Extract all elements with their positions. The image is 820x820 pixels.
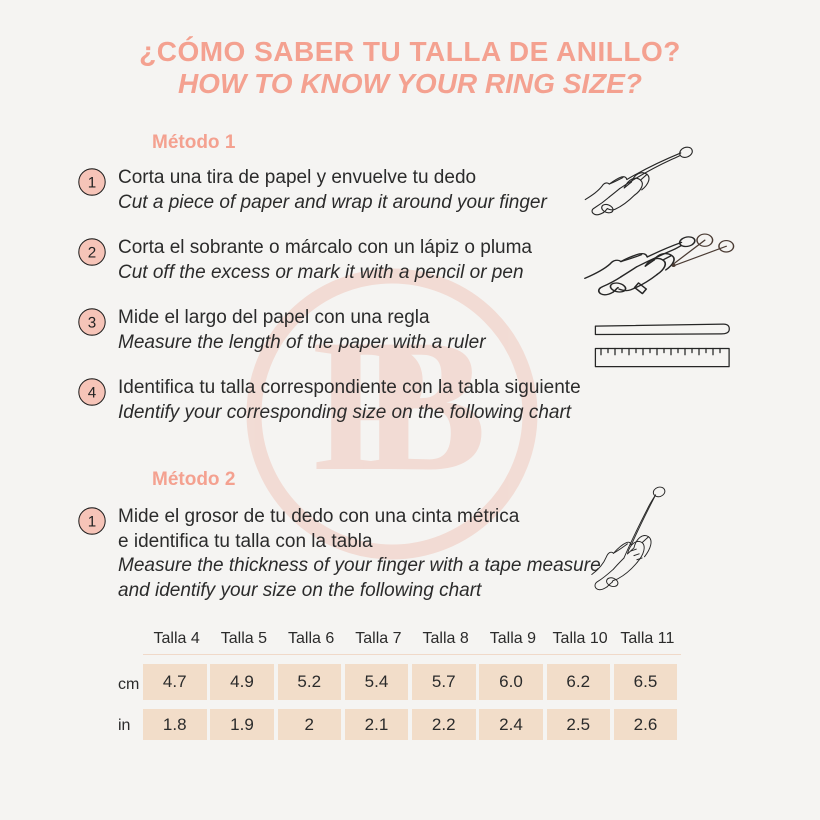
svg-text:1: 1 [88,175,96,192]
svg-text:1: 1 [88,514,96,531]
svg-text:4: 4 [88,385,97,402]
svg-text:2: 2 [88,245,96,262]
svg-text:3: 3 [88,315,96,332]
